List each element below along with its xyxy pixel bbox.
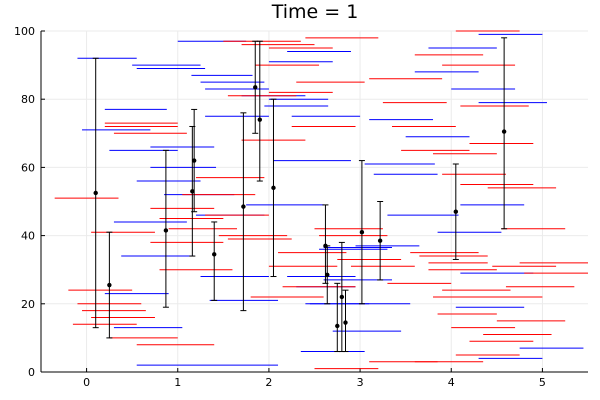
data-point	[93, 190, 98, 196]
x-tick-label: 1	[174, 376, 181, 389]
data-point	[377, 238, 383, 243]
point-layer	[92, 37, 508, 353]
data-point	[241, 204, 246, 209]
data-point	[501, 129, 507, 134]
data-point	[453, 209, 459, 214]
data-point	[335, 323, 340, 329]
data-point	[107, 282, 112, 288]
y-tick-label: 0	[28, 366, 35, 379]
tick-label-layer: 0 1 2 3 4 5 0 20 40 60 80 100	[14, 25, 546, 389]
x-tick-label: 5	[539, 376, 546, 389]
x-tick-label: 3	[357, 376, 364, 389]
data-point	[163, 228, 169, 233]
data-point	[190, 189, 195, 194]
data-point	[212, 252, 217, 257]
data-point	[191, 158, 197, 163]
data-point	[271, 185, 276, 191]
x-tick-label: 0	[83, 376, 90, 389]
data-point	[359, 229, 365, 235]
y-tick-label: 60	[21, 161, 35, 174]
data-point	[343, 320, 348, 325]
y-tick-label: 100	[14, 25, 35, 38]
data-point	[339, 294, 345, 300]
data-point	[253, 85, 258, 90]
y-tick-label: 20	[21, 298, 35, 311]
chart-title: Time = 1	[271, 1, 359, 23]
x-tick-label: 2	[265, 376, 272, 389]
data-point	[325, 272, 330, 278]
data-point	[257, 117, 262, 122]
axis-layer	[40, 30, 588, 373]
y-tick-label: 80	[21, 93, 35, 106]
x-tick-label: 4	[448, 376, 455, 389]
y-tick-label: 40	[21, 230, 35, 243]
